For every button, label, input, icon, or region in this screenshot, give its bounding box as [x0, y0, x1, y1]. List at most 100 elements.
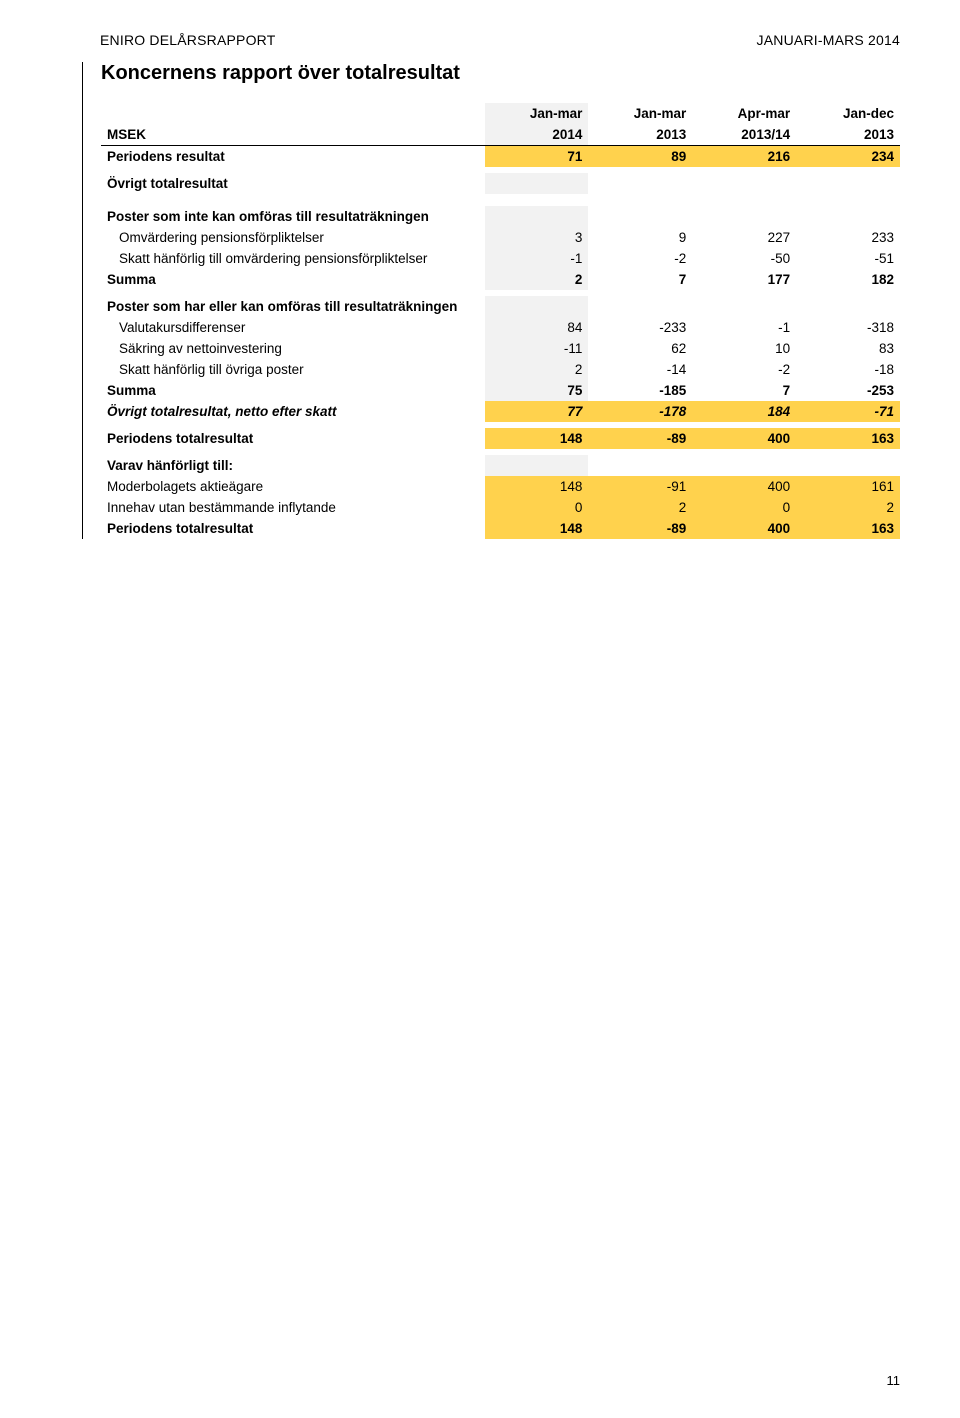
table-row: Skatt hänförlig till omvärdering pension…: [101, 248, 900, 269]
header-right: JANUARI-MARS 2014: [757, 32, 900, 48]
year-col-4: 2013: [796, 124, 900, 146]
row-label: Innehav utan bestämmande inflytande: [101, 497, 485, 518]
period-col-4: Jan-dec: [796, 103, 900, 124]
table-year-row: MSEK 2014 2013 2013/14 2013: [101, 124, 900, 146]
row-heading: Poster som inte kan omföras till resulta…: [101, 206, 485, 227]
row-value: 0: [692, 497, 796, 518]
row-value: 184: [692, 401, 796, 422]
row-value: -1: [692, 317, 796, 338]
year-col-2: 2013: [588, 124, 692, 146]
row-value: 62: [588, 338, 692, 359]
row-value: -1: [485, 248, 589, 269]
row-label: Periodens resultat: [101, 146, 485, 168]
row-value: 77: [485, 401, 589, 422]
row-value: 7: [692, 380, 796, 401]
row-value: 71: [485, 146, 589, 168]
row-value: 84: [485, 317, 589, 338]
table-row: Övrigt totalresultat, netto efter skatt7…: [101, 401, 900, 422]
row-value: 2: [588, 497, 692, 518]
table-row: Summa27177182: [101, 269, 900, 290]
content-block: Koncernens rapport över totalresultat Ja…: [82, 62, 900, 539]
row-value: 2: [485, 269, 589, 290]
table-row: Varav hänförligt till:: [101, 455, 900, 476]
row-value: 2: [796, 497, 900, 518]
row-heading: Poster som har eller kan omföras till re…: [101, 296, 485, 317]
table-row: Poster som inte kan omföras till resulta…: [101, 206, 900, 227]
row-label: Skatt hänförlig till övriga poster: [101, 359, 485, 380]
row-value: 227: [692, 227, 796, 248]
year-col-1: 2014: [485, 124, 589, 146]
row-value: 161: [796, 476, 900, 497]
row-value: 9: [588, 227, 692, 248]
table-row: Övrigt totalresultat: [101, 173, 900, 194]
row-heading: Varav hänförligt till:: [101, 455, 485, 476]
row-value: -71: [796, 401, 900, 422]
table-row: Periodens totalresultat148-89400163: [101, 518, 900, 539]
row-value: -89: [588, 428, 692, 449]
period-col-2: Jan-mar: [588, 103, 692, 124]
row-label: Summa: [101, 269, 485, 290]
row-value: 7: [588, 269, 692, 290]
row-value: 148: [485, 518, 589, 539]
row-value: 177: [692, 269, 796, 290]
header-left: ENIRO DELÅRSRAPPORT: [100, 32, 275, 48]
row-value: 0: [485, 497, 589, 518]
table-row: Moderbolagets aktieägare148-91400161: [101, 476, 900, 497]
row-label: Moderbolagets aktieägare: [101, 476, 485, 497]
table-row: Innehav utan bestämmande inflytande0202: [101, 497, 900, 518]
row-label: Valutakursdifferenser: [101, 317, 485, 338]
table-row: Periodens totalresultat148-89400163: [101, 428, 900, 449]
row-value: 233: [796, 227, 900, 248]
period-col-3: Apr-mar: [692, 103, 796, 124]
section-title: Koncernens rapport över totalresultat: [101, 62, 900, 85]
row-value: -51: [796, 248, 900, 269]
table-period-row: Jan-mar Jan-mar Apr-mar Jan-dec: [101, 103, 900, 124]
row-label: Periodens totalresultat: [101, 518, 485, 539]
row-value: -2: [692, 359, 796, 380]
msek-label: MSEK: [101, 124, 485, 146]
page-header: ENIRO DELÅRSRAPPORT JANUARI-MARS 2014: [100, 32, 900, 48]
row-value: -50: [692, 248, 796, 269]
row-value: -11: [485, 338, 589, 359]
row-value: 148: [485, 428, 589, 449]
table-row: Omvärdering pensionsförpliktelser3922723…: [101, 227, 900, 248]
financial-table: Jan-mar Jan-mar Apr-mar Jan-dec MSEK 201…: [101, 103, 900, 539]
row-value: 182: [796, 269, 900, 290]
row-value: 10: [692, 338, 796, 359]
row-value: 400: [692, 476, 796, 497]
row-value: -185: [588, 380, 692, 401]
row-value: 2: [485, 359, 589, 380]
row-value: 216: [692, 146, 796, 168]
row-value: -14: [588, 359, 692, 380]
table-row: Poster som har eller kan omföras till re…: [101, 296, 900, 317]
row-value: -253: [796, 380, 900, 401]
row-value: -2: [588, 248, 692, 269]
table-row: Valutakursdifferenser84-233-1-318: [101, 317, 900, 338]
row-label: Summa: [101, 380, 485, 401]
row-value: 163: [796, 428, 900, 449]
row-label: Omvärdering pensionsförpliktelser: [101, 227, 485, 248]
row-value: 75: [485, 380, 589, 401]
row-value: 83: [796, 338, 900, 359]
row-label: Säkring av nettoinvestering: [101, 338, 485, 359]
row-value: 3: [485, 227, 589, 248]
table-row: Säkring av nettoinvestering-11621083: [101, 338, 900, 359]
row-value: -18: [796, 359, 900, 380]
period-col-1: Jan-mar: [485, 103, 589, 124]
row-label: Övrigt totalresultat, netto efter skatt: [101, 401, 485, 422]
row-value: 163: [796, 518, 900, 539]
row-value: 148: [485, 476, 589, 497]
row-value: -318: [796, 317, 900, 338]
year-col-3: 2013/14: [692, 124, 796, 146]
row-heading: Övrigt totalresultat: [101, 173, 485, 194]
row-value: 400: [692, 428, 796, 449]
row-value: -178: [588, 401, 692, 422]
table-row: Summa75-1857-253: [101, 380, 900, 401]
row-value: -233: [588, 317, 692, 338]
row-value: 89: [588, 146, 692, 168]
row-label: Skatt hänförlig till omvärdering pension…: [101, 248, 485, 269]
table-row: Skatt hänförlig till övriga poster2-14-2…: [101, 359, 900, 380]
table-row: Periodens resultat7189216234: [101, 146, 900, 168]
row-label: Periodens totalresultat: [101, 428, 485, 449]
row-value: -89: [588, 518, 692, 539]
